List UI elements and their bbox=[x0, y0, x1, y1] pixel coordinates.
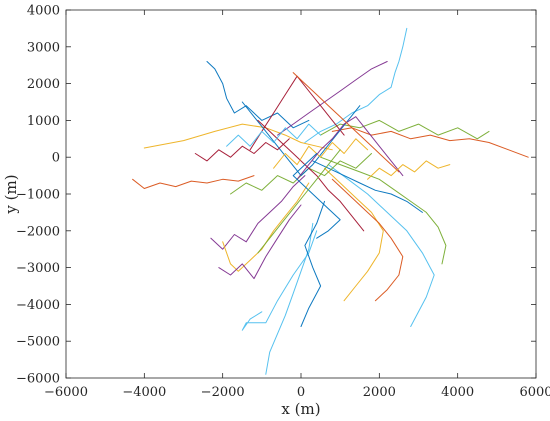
y-tick-label: −5000 bbox=[16, 335, 60, 350]
trajectory-line bbox=[257, 149, 341, 254]
trajectory-line bbox=[331, 178, 404, 302]
trajectory-line bbox=[312, 160, 423, 213]
x-tick-label: −6000 bbox=[44, 385, 88, 400]
trajectory-line bbox=[241, 101, 361, 177]
trajectory-line bbox=[277, 61, 388, 136]
trajectory-line bbox=[194, 138, 290, 162]
trajectory-line bbox=[218, 204, 302, 280]
x-tick-label: −2000 bbox=[201, 385, 245, 400]
data-traces bbox=[132, 27, 529, 375]
trajectory-line bbox=[320, 156, 447, 265]
plot-frame bbox=[65, 9, 537, 379]
trajectory-line bbox=[273, 138, 369, 169]
trajectory-line bbox=[304, 27, 408, 143]
y-axis-ticks: −6000 −5000 −4000 −3000 −2000 −1000 0 1000 2000 3… bbox=[16, 4, 536, 387]
x-tick-label: 2000 bbox=[363, 385, 396, 400]
trajectory-line bbox=[324, 167, 384, 302]
x-axis-label: x (m) bbox=[281, 400, 320, 418]
y-tick-label: −2000 bbox=[16, 224, 60, 239]
y-tick-label: 2000 bbox=[27, 77, 60, 92]
y-tick-label: 3000 bbox=[27, 40, 60, 55]
trajectory-line bbox=[257, 119, 365, 232]
y-tick-label: −6000 bbox=[16, 372, 60, 387]
trajectory-line bbox=[222, 182, 310, 272]
y-tick-label: 4000 bbox=[27, 4, 60, 19]
y-tick-label: 0 bbox=[52, 151, 60, 166]
y-axis-label: y (m) bbox=[2, 174, 20, 214]
trajectory-line bbox=[296, 116, 404, 180]
trajectory-line bbox=[367, 160, 451, 180]
trajectory-line bbox=[292, 72, 400, 173]
y-tick-label: −1000 bbox=[16, 188, 60, 203]
x-tick-label: 6000 bbox=[519, 385, 550, 400]
trajectory-line bbox=[327, 164, 435, 327]
y-tick-label: 1000 bbox=[27, 114, 60, 129]
trajectory-line bbox=[241, 230, 318, 331]
trajectory-line bbox=[210, 175, 306, 250]
trajectory-line bbox=[300, 200, 325, 327]
trajectory-line bbox=[132, 175, 255, 189]
y-tick-label: −4000 bbox=[16, 298, 60, 313]
x-tick-label: 0 bbox=[297, 385, 305, 400]
x-tick-label: −4000 bbox=[122, 385, 166, 400]
trajectory-line bbox=[143, 123, 333, 151]
trajectory-line bbox=[331, 127, 529, 158]
trajectory-line bbox=[292, 153, 341, 239]
trajectory-line bbox=[206, 61, 310, 129]
trajectory-line bbox=[226, 123, 322, 147]
x-axis-ticks: −6000 −4000 −2000 0 2000 4000 6000 bbox=[44, 10, 550, 400]
y-tick-label: −3000 bbox=[16, 261, 60, 276]
x-tick-label: 4000 bbox=[441, 385, 474, 400]
